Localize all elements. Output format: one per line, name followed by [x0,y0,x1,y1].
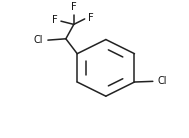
Text: F: F [71,2,77,12]
Text: Cl: Cl [34,35,43,45]
Text: Cl: Cl [157,76,167,86]
Text: F: F [52,15,57,26]
Text: F: F [88,13,94,23]
